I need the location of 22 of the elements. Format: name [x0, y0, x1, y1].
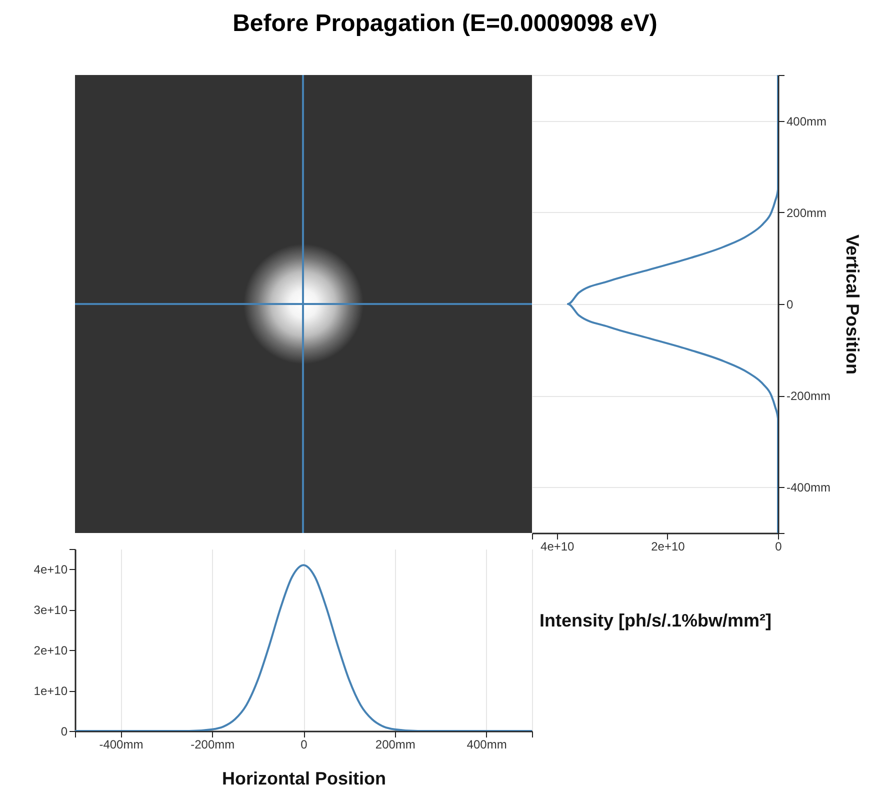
- y-tick-label: -200mm: [786, 389, 831, 404]
- y-axis-title: Vertical Position: [842, 234, 863, 375]
- y-tick-label: 0: [786, 298, 794, 312]
- chart-title: Before Propagation (E=0.0009098 eV): [232, 10, 658, 38]
- y-tick-label: 3e+10: [34, 603, 68, 618]
- y-tick-label: 2e+10: [34, 644, 68, 658]
- y-tick-label: 400mm: [786, 114, 827, 128]
- x-tick-label: -400mm: [99, 738, 144, 752]
- x-axis-title: Intensity [ph/s/.1%bw/mm²]: [539, 610, 772, 630]
- y-tick-label: 1e+10: [34, 684, 68, 698]
- x-axis-title: Horizontal Position: [222, 768, 386, 788]
- y-tick-label: 200mm: [786, 206, 827, 220]
- x-tick-label: 4e+10: [540, 540, 575, 554]
- y-tick-label: -400mm: [786, 480, 831, 495]
- x-tick-label: 0: [775, 540, 782, 554]
- y-tick-label: 0: [60, 724, 68, 738]
- x-tick-label: 0: [300, 738, 308, 752]
- x-tick-label: -200mm: [190, 738, 235, 752]
- x-tick-label: 400mm: [466, 738, 507, 752]
- y-tick-label: 4e+10: [34, 562, 68, 577]
- x-tick-label: 2e+10: [651, 540, 686, 554]
- x-tick-label: 200mm: [375, 738, 416, 752]
